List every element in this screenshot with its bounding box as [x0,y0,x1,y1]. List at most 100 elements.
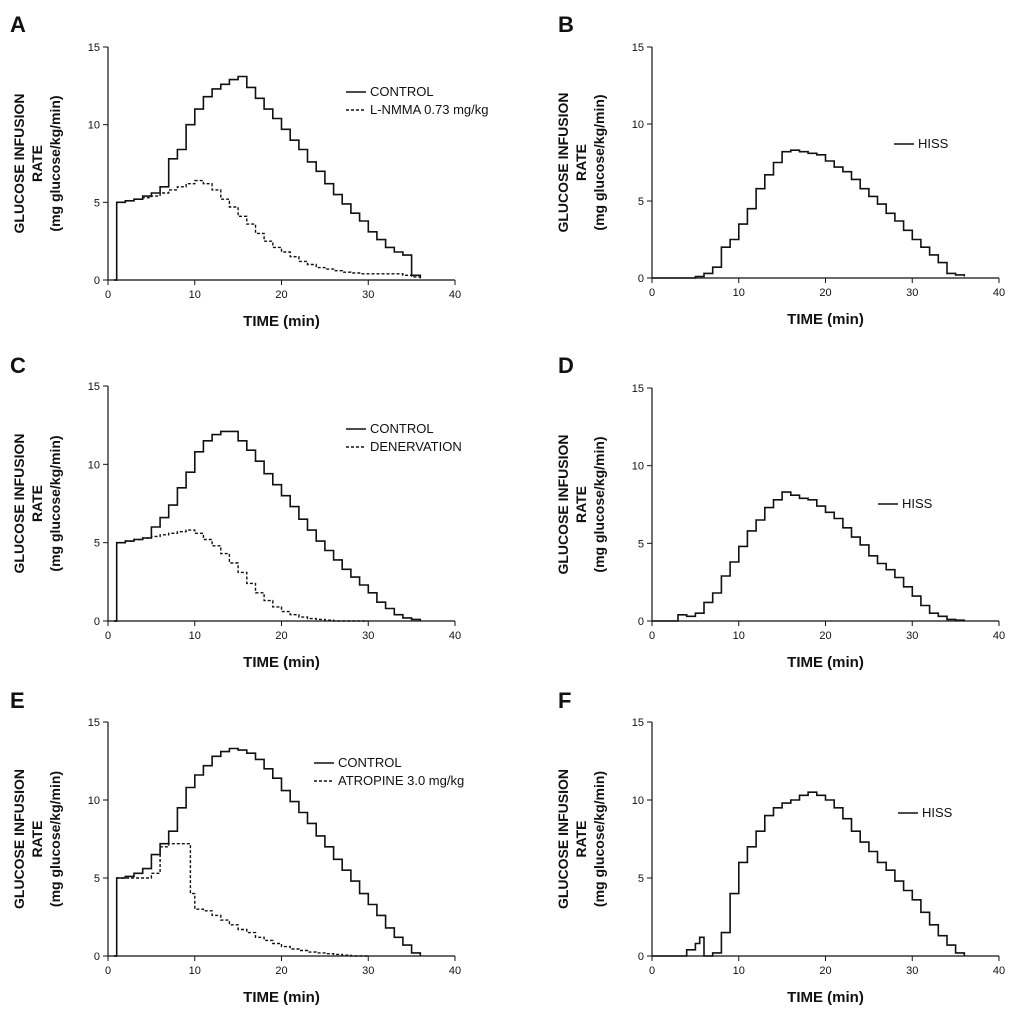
panel-letter: A [10,12,26,37]
y-axis-label-line: (mg glucose/kg/min) [47,771,63,907]
y-tick-label: 5 [94,873,100,885]
x-tick-label: 40 [993,965,1005,977]
x-axis-label: TIME (min) [787,989,864,1006]
x-tick-label: 20 [275,630,287,642]
y-axis-label-line: RATE [573,820,589,857]
y-tick-label: 15 [632,717,644,729]
y-tick-label: 15 [632,42,644,54]
y-tick-label: 15 [88,42,100,54]
y-axis-label-line: RATE [29,820,45,857]
y-tick-label: 10 [88,459,100,471]
panel-letter: B [558,12,574,37]
x-tick-label: 10 [189,965,201,977]
series-line-l-nmma-0-73-mg-kg [114,179,421,281]
y-tick-label: 10 [632,119,644,131]
y-axis-label-line: (mg glucose/kg/min) [47,435,63,571]
y-tick-label: 0 [94,275,100,287]
x-tick-label: 20 [819,965,831,977]
y-tick-label: 0 [638,273,644,285]
x-tick-label: 10 [189,289,201,301]
panel-d: D 0 5 10 15 0 10 20 30 40 TIME (min) GLUCOSE INFUSI… [555,353,1005,671]
y-axis-label-line: RATE [29,145,45,182]
x-axis-label: TIME (min) [787,654,864,671]
x-axis-label: TIME (min) [243,313,320,330]
x-tick-label: 20 [275,289,287,301]
y-tick-label: 5 [94,538,100,550]
y-tick-label: 0 [94,951,100,963]
x-tick-label: 30 [906,630,918,642]
x-axis-label: TIME (min) [787,311,864,328]
legend-entry: HISS [918,136,949,151]
x-tick-label: 40 [449,630,461,642]
y-axis-label-line: RATE [573,144,589,181]
y-axis-label-line: GLUCOSE INFUSION [555,92,571,232]
legend-entry: ATROPINE 3.0 mg/kg [338,773,464,788]
legend-entry: L-NMMA 0.73 mg/kg [370,102,489,117]
y-tick-label: 10 [632,461,644,473]
y-axis-label-line: GLUCOSE INFUSION [11,769,27,909]
y-axis-label-line: GLUCOSE INFUSION [11,433,27,573]
x-tick-label: 0 [105,630,111,642]
series-line-control [114,430,422,622]
y-tick-label: 15 [88,381,100,393]
x-tick-label: 10 [733,965,745,977]
y-tick-label: 10 [88,795,100,807]
x-axis-label: TIME (min) [243,654,320,671]
x-tick-label: 30 [362,289,374,301]
y-tick-label: 0 [94,616,100,628]
y-axis-label-line: GLUCOSE INFUSION [555,769,571,909]
y-axis-label-line: RATE [29,485,45,522]
x-tick-label: 40 [993,630,1005,642]
x-tick-label: 20 [819,287,831,299]
y-axis-label-line: GLUCOSE INFUSION [555,434,571,574]
y-tick-label: 5 [638,873,644,885]
x-tick-label: 10 [733,630,745,642]
x-tick-label: 0 [649,965,655,977]
series-line-control [114,75,422,281]
y-axis-label-line: GLUCOSE INFUSION [11,93,27,233]
x-tick-label: 0 [649,287,655,299]
x-tick-label: 40 [993,287,1005,299]
y-tick-label: 15 [88,717,100,729]
x-tick-label: 0 [105,289,111,301]
series-line-hiss [652,791,966,957]
series-line-hiss [652,491,966,622]
x-tick-label: 40 [449,289,461,301]
y-tick-label: 10 [632,795,644,807]
panel-letter: F [558,688,571,713]
x-tick-label: 30 [362,630,374,642]
x-axis-label: TIME (min) [243,989,320,1006]
panel-letter: D [558,353,574,378]
series-line-control [114,747,422,957]
y-tick-label: 0 [638,951,644,963]
x-tick-label: 0 [649,630,655,642]
series-line-hiss [652,149,966,279]
y-axis-label-line: (mg glucose/kg/min) [591,436,607,572]
panel-e: E 0 5 10 15 0 10 20 30 40 TIME (min) GLUCOSE INFUSI… [10,688,464,1006]
y-tick-label: 10 [88,120,100,132]
panel-b: B 0 5 10 15 0 10 20 30 40 TIME (min) GLUCOSE INFUSI… [555,12,1005,328]
y-axis-label-line: RATE [573,486,589,523]
legend-entry: CONTROL [370,84,434,99]
legend-entry: CONTROL [338,755,402,770]
legend-entry: HISS [902,496,933,511]
legend-entry: CONTROL [370,421,434,436]
x-tick-label: 30 [906,965,918,977]
x-tick-label: 10 [189,630,201,642]
y-tick-label: 5 [94,197,100,209]
panel-a: A 0 5 10 15 0 10 20 30 40 TIME (min) GLUCOSE INFUSI… [10,12,489,330]
panel-c: C 0 5 10 15 0 10 20 30 40 TIME (min) GLUCOSE INFUSI… [10,353,462,671]
x-tick-label: 20 [819,630,831,642]
x-tick-label: 10 [733,287,745,299]
legend-entry: DENERVATION [370,439,462,454]
y-tick-label: 0 [638,616,644,628]
y-tick-label: 15 [632,383,644,395]
x-tick-label: 0 [105,965,111,977]
series-line-atropine-3-0-mg-kg [114,843,369,957]
y-tick-label: 5 [638,196,644,208]
panel-f: F 0 5 10 15 0 10 20 30 40 TIME (min) GLUCOSE INFUSI… [555,688,1005,1006]
panel-letter: E [10,688,25,713]
y-tick-label: 5 [638,538,644,550]
series-line-denervation [114,529,369,622]
